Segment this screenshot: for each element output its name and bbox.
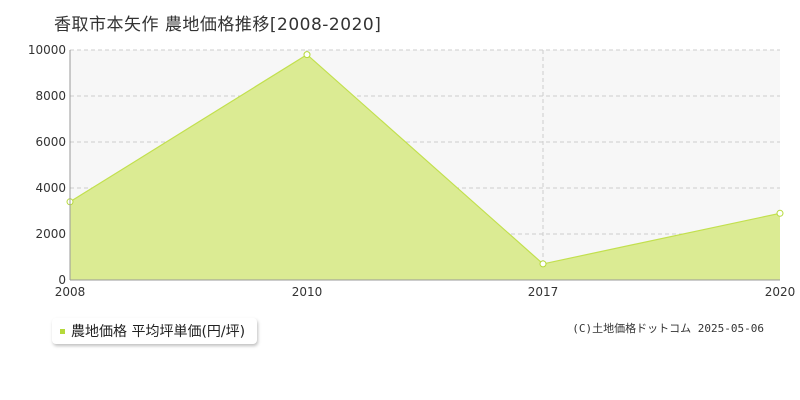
legend-swatch (60, 328, 65, 334)
series-area (70, 54, 780, 280)
y-tick-label: 10000 (28, 43, 66, 57)
data-point (776, 209, 784, 217)
x-tick-label: 2008 (55, 285, 86, 299)
y-tick-label: 0 (58, 273, 66, 287)
legend-label: 農地価格 平均坪単価(円/坪) (71, 324, 246, 340)
data-point (303, 51, 311, 59)
series-layer (66, 51, 784, 280)
chart-title: 香取市本矢作 農地価格推移[2008-2020] (54, 15, 382, 35)
legend: 農地価格 平均坪単価(円/坪) (52, 318, 258, 344)
y-tick-label: 2000 (35, 227, 66, 241)
x-tick-label: 2020 (765, 285, 796, 299)
credit-text: (C)土地価格ドットコム 2025-05-06 (572, 322, 764, 335)
y-tick-label: 8000 (35, 89, 66, 103)
data-point (539, 260, 547, 268)
y-tick-label: 4000 (35, 181, 66, 195)
x-tick-label: 2010 (292, 285, 323, 299)
y-tick-labels: 0 2000 4000 6000 8000 10000 (28, 43, 66, 287)
series-line (69, 53, 781, 265)
y-tick-label: 6000 (35, 135, 66, 149)
x-tick-label: 2017 (528, 285, 559, 299)
x-tick-labels: 2008 2010 2017 2020 (55, 285, 796, 299)
